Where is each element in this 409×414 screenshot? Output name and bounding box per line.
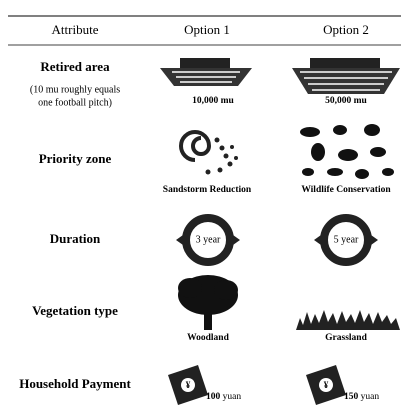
option-level: Grassland [325, 333, 367, 343]
sandstorm-icon [179, 130, 238, 175]
field-icon [292, 58, 400, 94]
money-icon: ¥ [306, 365, 346, 405]
option-level: Wildlife Conservation [301, 185, 391, 195]
field-icon [160, 58, 252, 86]
option-level: Woodland [187, 333, 229, 343]
option-level: Sandstorm Reduction [163, 185, 252, 195]
svg-text:¥: ¥ [186, 380, 191, 390]
attribute: Retired area [40, 59, 110, 74]
amount: 100 [206, 392, 221, 402]
header-cell: Option 2 [323, 22, 369, 37]
unit: yuan [361, 392, 380, 402]
header-cell: Attribute [52, 22, 99, 37]
amount: 150 [344, 392, 359, 402]
attribute: Duration [50, 231, 101, 246]
attribute-note: one football pitch) [38, 97, 112, 108]
option-level: 100 yuan [206, 392, 241, 402]
option-level: 50,000 mu [325, 96, 367, 106]
cycle-icon [314, 214, 378, 266]
tree-icon [178, 275, 238, 330]
option-level: 10,000 mu [192, 96, 234, 106]
attribute: Priority zone [39, 151, 112, 166]
option-level: 5 year [334, 234, 359, 245]
grass-icon [296, 310, 400, 330]
attribute-note: (10 mu roughly equals [30, 84, 120, 95]
header-cell: Option 1 [184, 22, 230, 37]
unit: yuan [223, 392, 242, 402]
svg-text:¥: ¥ [324, 380, 329, 390]
wildlife-icon [300, 124, 394, 179]
option-level: 3 year [196, 234, 221, 245]
attribute: Household Payment [19, 376, 131, 391]
cycle-icon [176, 214, 240, 266]
attribute: Vegetation type [32, 303, 118, 318]
option-level: 150 yuan [344, 392, 379, 402]
money-icon: ¥ [168, 365, 208, 405]
